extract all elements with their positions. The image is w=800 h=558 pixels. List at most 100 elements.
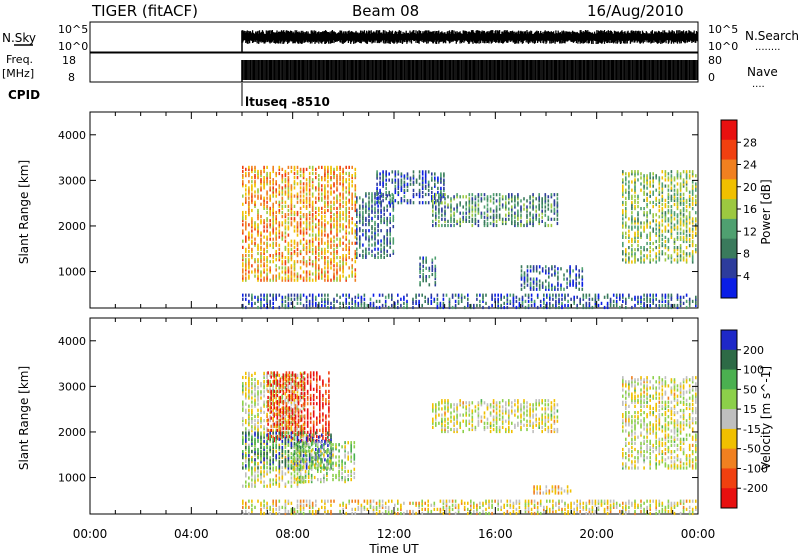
noise-tick-bottom-left: 10^0 bbox=[58, 40, 88, 53]
echo-cell bbox=[330, 215, 332, 218]
echo-cell bbox=[294, 260, 296, 263]
echo-cell bbox=[297, 234, 299, 237]
freq-panel: Freq. [MHz] 18 8 80 0 Nave .... bbox=[2, 53, 778, 90]
echo-cell bbox=[622, 217, 624, 220]
echo-cell bbox=[643, 207, 645, 210]
echo-cell bbox=[291, 264, 293, 267]
echo-cell bbox=[248, 405, 250, 408]
echo-cell bbox=[312, 260, 314, 263]
echo-cell bbox=[450, 203, 452, 206]
echo-cell bbox=[312, 225, 314, 228]
echo-cell bbox=[646, 211, 648, 214]
echo-cell bbox=[455, 304, 457, 307]
echo-cell bbox=[563, 278, 565, 281]
echo-cell bbox=[659, 244, 661, 247]
echo-cell bbox=[530, 278, 532, 281]
echo-cell bbox=[254, 268, 256, 271]
echo-cell bbox=[242, 417, 244, 420]
echo-cell bbox=[324, 256, 326, 259]
echo-cell bbox=[490, 222, 492, 225]
echo-cell bbox=[315, 168, 317, 171]
echo-cell bbox=[435, 199, 437, 202]
echo-cell bbox=[689, 228, 691, 231]
echo-cell bbox=[339, 264, 341, 267]
echo-cell bbox=[560, 267, 562, 270]
echo-cell bbox=[327, 209, 329, 212]
echo-cell bbox=[652, 185, 654, 188]
echo-cell bbox=[582, 282, 584, 285]
echo-cell bbox=[300, 302, 302, 305]
echo-cell bbox=[336, 211, 338, 214]
echo-cell bbox=[646, 294, 648, 297]
echo-cell bbox=[266, 272, 268, 275]
echo-cell bbox=[538, 193, 540, 196]
echo-cell bbox=[285, 205, 287, 208]
echo-cell bbox=[251, 193, 253, 196]
freq-unit-label: [MHz] bbox=[2, 67, 34, 80]
echo-cell bbox=[548, 282, 550, 285]
echo-cell bbox=[557, 288, 559, 291]
echo-cell bbox=[306, 168, 308, 171]
echo-cell bbox=[677, 304, 679, 307]
echo-cell bbox=[586, 294, 588, 297]
echo-cell bbox=[532, 214, 534, 217]
echo-cell bbox=[348, 302, 350, 305]
echo-cell bbox=[665, 211, 667, 214]
echo-cell bbox=[345, 236, 347, 239]
echo-cell bbox=[484, 212, 486, 215]
echo-cell bbox=[479, 304, 481, 307]
echo-cell bbox=[440, 187, 442, 190]
echo-cell bbox=[275, 211, 277, 214]
echo-cell bbox=[628, 252, 630, 255]
echo-cell bbox=[432, 220, 434, 223]
echo-cell bbox=[309, 262, 311, 265]
echo-cell bbox=[383, 235, 385, 238]
echo-cell bbox=[560, 284, 562, 287]
echo-cell bbox=[662, 304, 664, 307]
echo-cell bbox=[583, 294, 585, 297]
echo-cell bbox=[260, 466, 262, 469]
echo-cell bbox=[336, 294, 338, 297]
nave-label: Nave bbox=[747, 65, 778, 79]
echo-cell bbox=[649, 294, 651, 297]
echo-cell bbox=[680, 236, 682, 239]
echo-cell bbox=[321, 197, 323, 200]
echo-cell bbox=[309, 172, 311, 175]
echo-cell bbox=[263, 176, 265, 179]
echo-cell bbox=[543, 298, 545, 301]
echo-cell bbox=[362, 198, 364, 201]
echo-cell bbox=[285, 483, 287, 486]
echo-cell bbox=[567, 304, 569, 307]
echo-cell bbox=[254, 166, 256, 169]
echo-cell bbox=[428, 201, 430, 204]
echo-cell bbox=[476, 304, 478, 307]
echo-cell bbox=[631, 170, 633, 173]
echo-cell bbox=[251, 294, 253, 297]
echo-cell bbox=[452, 306, 454, 309]
echo-cell bbox=[345, 166, 347, 169]
echo-cell bbox=[248, 254, 250, 257]
echo-cell bbox=[659, 300, 661, 303]
echo-cell bbox=[339, 260, 341, 263]
echo-cell bbox=[634, 199, 636, 202]
echo-cell bbox=[257, 170, 259, 173]
echo-cell bbox=[266, 201, 268, 204]
echo-cell bbox=[444, 224, 446, 227]
echo-cell bbox=[260, 382, 262, 385]
echo-cell bbox=[432, 224, 434, 227]
echo-cell bbox=[419, 183, 421, 186]
echo-cell bbox=[245, 472, 247, 475]
echo-cell bbox=[275, 188, 277, 191]
echo-cell bbox=[640, 296, 642, 299]
echo-cell bbox=[388, 294, 390, 297]
echo-cell bbox=[649, 191, 651, 194]
echo-cell bbox=[315, 201, 317, 204]
echo-cell bbox=[275, 201, 277, 204]
echo-cell bbox=[557, 275, 559, 278]
echo-cell bbox=[683, 219, 685, 222]
echo-cell bbox=[505, 214, 507, 217]
echo-cell bbox=[251, 270, 253, 273]
echo-cell bbox=[421, 304, 423, 307]
echo-cell bbox=[652, 294, 654, 297]
echo-cell bbox=[637, 170, 639, 173]
